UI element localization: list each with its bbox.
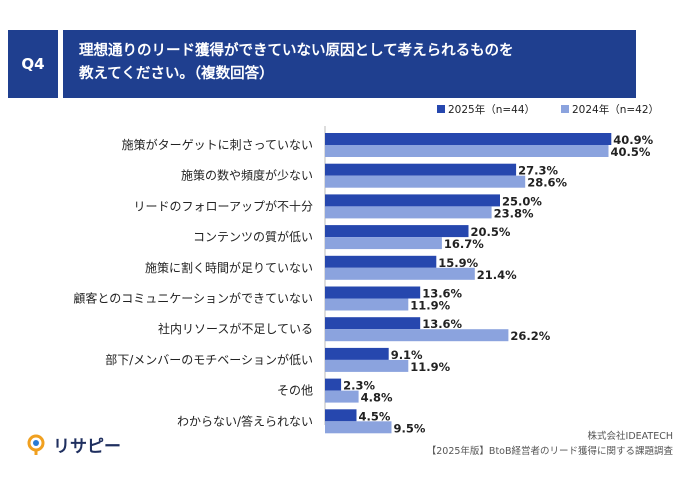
bar-2024 xyxy=(325,421,392,434)
category-label: コンテンツの質が低い xyxy=(193,229,313,244)
chart-bars: 施策がターゲットに刺さっていない 40.9%40.5% 施策の数や頻度が少ない 27.… xyxy=(73,126,654,435)
bar-2025 xyxy=(325,378,342,391)
bar-2025 xyxy=(325,347,389,360)
bar-2025 xyxy=(325,409,357,422)
bar-2025 xyxy=(325,255,437,268)
category-label: その他 xyxy=(277,384,313,398)
chart-legend: 2025年（n=44） 2024年（n=42） xyxy=(437,103,659,116)
category-label: 社内リソースが不足している xyxy=(158,321,313,336)
bar-2024 xyxy=(325,175,526,188)
data-label: 2.3% xyxy=(343,379,375,393)
bar-2024 xyxy=(325,390,359,403)
question-title: 理想通りのリード獲得ができていない原因として考えられるものを 教えてください。（… xyxy=(63,30,636,98)
survey-title: 【2025年版】BtoB経営者のリード獲得に関する課題調査 xyxy=(426,446,673,457)
data-label: 15.9% xyxy=(438,256,478,270)
data-label: 13.6% xyxy=(422,317,462,331)
category-label: 顧客とのコミュニケーションができていない xyxy=(73,291,313,306)
company-name: 株式会社IDEATECH xyxy=(587,431,673,442)
data-label: 40.9% xyxy=(613,133,653,147)
risapi-logo: リサピー xyxy=(25,432,121,457)
data-label: 26.2% xyxy=(510,329,550,343)
data-label: 9.1% xyxy=(391,348,423,362)
category-label: わからない/答えられない xyxy=(177,413,313,428)
data-label: 4.8% xyxy=(361,391,393,405)
legend-label: 2024年（n=42） xyxy=(572,103,659,116)
category-label: リードのフォローアップが不十分 xyxy=(133,198,313,213)
logo-icon xyxy=(27,434,45,455)
question-number: Q4 xyxy=(8,30,58,98)
category-label: 部下/メンバーのモチベーションが低い xyxy=(105,352,313,367)
bar-2025 xyxy=(325,286,421,299)
data-label: 40.5% xyxy=(611,145,651,159)
bar-2024 xyxy=(325,237,442,250)
legend-label: 2025年（n=44） xyxy=(448,103,535,116)
bar-2024 xyxy=(325,145,609,157)
data-label: 16.7% xyxy=(444,237,484,251)
data-label: 27.3% xyxy=(518,164,558,178)
category-label: 施策がターゲットに刺さっていない xyxy=(122,137,313,152)
bar-2025 xyxy=(325,225,469,238)
bar-2025 xyxy=(325,133,612,145)
bar-2024 xyxy=(325,298,409,311)
category-label: 施策に割く時間が足りていない xyxy=(145,260,313,275)
data-label: 11.9% xyxy=(410,360,450,374)
bar-2024 xyxy=(325,329,509,342)
category-label: 施策の数や頻度が少ない xyxy=(181,168,313,183)
data-label: 4.5% xyxy=(359,409,391,423)
data-label: 25.0% xyxy=(502,194,542,208)
data-label: 9.5% xyxy=(394,421,426,435)
legend-swatch xyxy=(561,105,569,113)
legend-swatch xyxy=(437,105,445,113)
bar-2025 xyxy=(325,163,517,176)
bar-2024 xyxy=(325,359,409,372)
bar-2025 xyxy=(325,317,421,330)
bar-2024 xyxy=(325,267,475,280)
bar-2025 xyxy=(325,194,500,207)
data-label: 28.6% xyxy=(527,176,567,190)
data-label: 21.4% xyxy=(477,268,517,282)
data-label: 20.5% xyxy=(471,225,511,239)
data-label: 11.9% xyxy=(410,299,450,313)
data-label: 13.6% xyxy=(422,287,462,301)
logo-text: リサピー xyxy=(53,437,121,457)
data-label: 23.8% xyxy=(494,206,534,220)
bar-2024 xyxy=(325,206,492,219)
